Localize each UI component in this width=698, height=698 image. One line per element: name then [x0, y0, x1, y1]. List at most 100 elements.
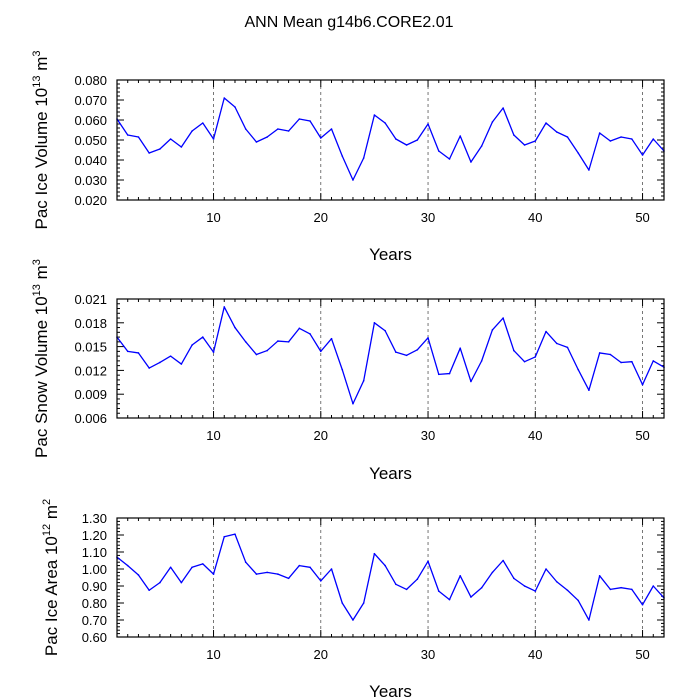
- x-tick-label-40: 40: [528, 647, 542, 662]
- data-point: [577, 368, 579, 371]
- x-tick-label-20: 20: [314, 647, 328, 662]
- data-point: [437, 590, 440, 592]
- x-tick-label-10: 10: [206, 428, 220, 443]
- y-tick-label-0.070: 0.070: [74, 93, 107, 108]
- y-tick-label-0.040: 0.040: [74, 153, 107, 168]
- x-axis-label-2: Years: [369, 464, 412, 483]
- data-point: [287, 130, 290, 132]
- data-point: [266, 571, 268, 574]
- data-point: [202, 563, 204, 565]
- data-point: [395, 583, 397, 586]
- data-point: [545, 330, 547, 333]
- data-point: [277, 573, 279, 575]
- data-point: [234, 326, 236, 329]
- data-point: [137, 574, 140, 576]
- data-point: [126, 134, 129, 136]
- data-point: [212, 138, 215, 140]
- data-point: [502, 559, 504, 562]
- data-point: [341, 602, 344, 604]
- data-point: [631, 360, 633, 363]
- data-point: [470, 380, 472, 383]
- y-axis-label-part: m: [42, 505, 61, 524]
- y-tick-label-1.00: 1.00: [82, 562, 107, 577]
- y-axis-label-part: 2: [41, 499, 53, 505]
- data-point: [502, 107, 504, 109]
- data-point: [255, 573, 258, 575]
- data-point: [148, 152, 150, 154]
- data-point: [555, 580, 558, 583]
- data-point: [523, 360, 526, 363]
- plot-frame-2: [116, 298, 665, 419]
- data-point: [384, 564, 386, 567]
- chart-panel-3: 10 20 30 40 50 0.60 0.70 0.80 0.90 1.00 1.10 1.20 1.…: [41, 499, 665, 698]
- y-axis-label-part: Pac Ice Volume 10: [32, 88, 51, 230]
- y-tick-label-0.90: 0.90: [82, 579, 107, 594]
- data-point: [126, 350, 129, 353]
- data-point: [137, 136, 140, 138]
- data-point: [470, 596, 472, 598]
- series-line-2: [116, 306, 665, 405]
- data-point: [588, 389, 590, 392]
- y-tick-label-0.050: 0.050: [74, 133, 107, 148]
- data-point: [341, 155, 344, 157]
- data-point: [555, 131, 558, 133]
- data-point: [234, 533, 236, 535]
- y-tick-label-0.006: 0.006: [74, 411, 107, 426]
- data-point: [212, 351, 215, 353]
- y-axis-label-part: Pac Snow Volume 10: [32, 296, 51, 458]
- data-point: [266, 136, 268, 138]
- data-point: [405, 588, 408, 591]
- data-point: [159, 361, 161, 364]
- data-point: [588, 619, 590, 621]
- y-tick-label-1.10: 1.10: [82, 545, 107, 560]
- y-tick-label-0.012: 0.012: [74, 363, 107, 378]
- data-point: [202, 336, 204, 338]
- data-point: [437, 373, 440, 376]
- data-point: [631, 138, 633, 140]
- data-point: [588, 169, 590, 171]
- y-tick-label-0.080: 0.080: [74, 73, 107, 88]
- x-tick-label-10: 10: [206, 210, 220, 225]
- data-point: [566, 346, 569, 349]
- y-axis-label-part: m: [32, 265, 51, 284]
- y-axis-label-3: Pac Ice Area 1012 m2: [41, 499, 61, 656]
- data-point: [620, 361, 622, 364]
- data-point: [566, 589, 569, 592]
- data-point: [480, 586, 483, 589]
- data-point: [330, 568, 333, 570]
- data-point: [395, 351, 397, 353]
- chart-panel-2: 10 20 30 40 50 0.006 0.009 0.012 0.015 0.018 0.021…: [31, 259, 665, 483]
- data-point: [534, 590, 537, 592]
- data-point: [373, 322, 376, 324]
- data-point: [191, 566, 193, 569]
- plot-frame-3: [116, 517, 665, 638]
- data-point: [609, 140, 612, 142]
- x-tick-label-30: 30: [421, 647, 435, 662]
- data-point: [169, 355, 172, 357]
- data-point: [223, 306, 226, 308]
- y-tick-label-0.009: 0.009: [74, 387, 107, 402]
- data-point: [212, 573, 215, 575]
- data-point: [309, 333, 311, 335]
- data-point: [577, 152, 579, 154]
- series-line-3: [116, 533, 665, 621]
- y-axis-label-part: 12: [41, 524, 53, 536]
- data-point: [416, 139, 419, 141]
- data-point: [577, 599, 579, 602]
- data-point: [244, 561, 247, 563]
- data-point: [362, 602, 365, 604]
- x-tick-label-20: 20: [314, 428, 328, 443]
- data-point: [180, 363, 183, 365]
- data-point: [641, 154, 644, 156]
- figure-title: ANN Mean g14b6.CORE2.01: [245, 14, 454, 31]
- x-tick-label-40: 40: [528, 428, 542, 443]
- y-tick-label-0.70: 0.70: [82, 613, 107, 628]
- data-point: [416, 578, 419, 580]
- data-point: [255, 141, 258, 143]
- data-point: [223, 535, 226, 538]
- data-point: [480, 145, 483, 147]
- x-tick-label-30: 30: [421, 210, 435, 225]
- data-point: [598, 352, 601, 354]
- data-point: [202, 122, 204, 124]
- data-point: [405, 144, 408, 146]
